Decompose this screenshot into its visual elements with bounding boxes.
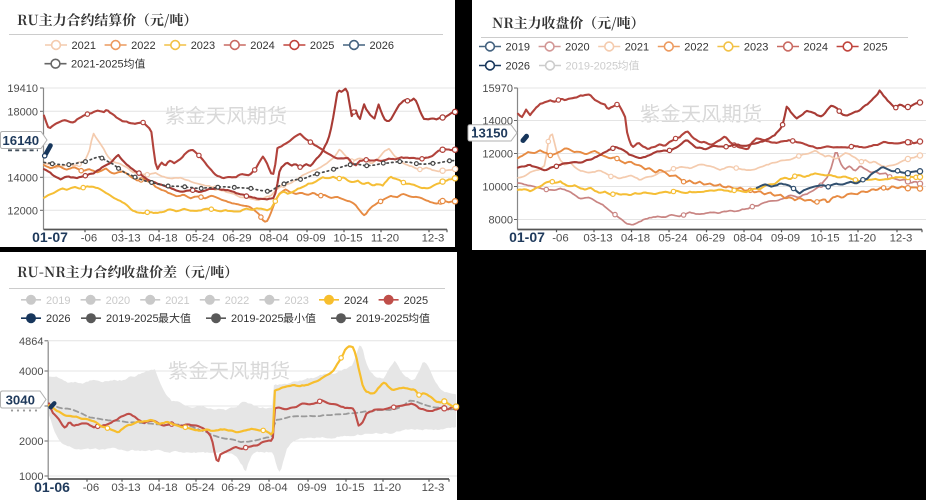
svg-text:2021-2025: 2021-2025 [71, 59, 124, 71]
svg-text:01-07: 01-07 [32, 229, 68, 245]
svg-text:2020: 2020 [106, 295, 130, 307]
svg-text:2023: 2023 [191, 40, 215, 52]
svg-text:2021: 2021 [72, 40, 96, 52]
svg-text:2000: 2000 [19, 436, 43, 448]
svg-text:2026: 2026 [370, 40, 394, 52]
svg-text:06-29: 06-29 [696, 232, 725, 244]
svg-text:13150: 13150 [471, 126, 508, 141]
svg-text:12-3: 12-3 [422, 232, 445, 244]
svg-text:03-13: 03-13 [111, 232, 140, 244]
svg-text:11-20: 11-20 [373, 482, 401, 494]
svg-text:2021: 2021 [165, 295, 189, 307]
svg-text:08-04: 08-04 [733, 232, 762, 244]
svg-text:2022: 2022 [131, 40, 155, 52]
svg-text:05-24: 05-24 [185, 482, 214, 494]
svg-text:06-29: 06-29 [222, 232, 251, 244]
svg-text:03-13: 03-13 [583, 232, 612, 244]
svg-text:8000: 8000 [489, 215, 513, 227]
svg-text:05-24: 05-24 [185, 232, 214, 244]
svg-text:2025: 2025 [310, 40, 334, 52]
svg-text:16140: 16140 [2, 133, 39, 148]
svg-text:09-09: 09-09 [296, 232, 325, 244]
svg-text:4864: 4864 [19, 336, 43, 348]
svg-text:10000: 10000 [482, 182, 513, 194]
svg-text:01-07: 01-07 [509, 229, 545, 245]
svg-text:2022: 2022 [684, 42, 708, 54]
svg-text:2023: 2023 [284, 295, 308, 307]
svg-text:2024: 2024 [250, 40, 274, 52]
svg-text:10-15: 10-15 [810, 232, 839, 244]
svg-text:2020: 2020 [565, 42, 589, 54]
svg-text:2019: 2019 [46, 295, 70, 307]
svg-text:04-18: 04-18 [621, 232, 650, 244]
svg-text:2026: 2026 [506, 61, 530, 73]
svg-text:06-29: 06-29 [221, 482, 250, 494]
svg-text:08-04: 08-04 [258, 482, 287, 494]
svg-text:2022: 2022 [225, 295, 249, 307]
svg-text:01-06: 01-06 [34, 479, 70, 495]
svg-text:-06: -06 [552, 232, 568, 244]
svg-text:11-20: 11-20 [371, 232, 399, 244]
svg-text:2025: 2025 [863, 42, 887, 54]
svg-text:04-18: 04-18 [148, 232, 177, 244]
svg-text:15970: 15970 [482, 83, 513, 95]
svg-text:-06: -06 [83, 482, 99, 494]
svg-text:09-09: 09-09 [297, 482, 326, 494]
svg-text:05-24: 05-24 [658, 232, 687, 244]
svg-text:11-20: 11-20 [848, 232, 876, 244]
svg-text:12000: 12000 [7, 205, 38, 217]
svg-text:2019-2025: 2019-2025 [106, 313, 159, 325]
svg-text:12-3: 12-3 [890, 232, 913, 244]
svg-text:2023: 2023 [744, 42, 768, 54]
svg-text:2024: 2024 [344, 295, 368, 307]
svg-text:3040: 3040 [6, 392, 35, 407]
svg-text:1000: 1000 [19, 471, 43, 483]
svg-text:14000: 14000 [7, 172, 38, 184]
svg-text:2026: 2026 [46, 313, 70, 325]
svg-text:2019-2025: 2019-2025 [566, 61, 619, 73]
svg-text:09-09: 09-09 [771, 232, 800, 244]
svg-text:18000: 18000 [7, 106, 38, 118]
svg-text:10-15: 10-15 [335, 482, 364, 494]
svg-text:2019-2025: 2019-2025 [231, 313, 284, 325]
svg-text:2019-2025: 2019-2025 [356, 313, 409, 325]
svg-text:-06: -06 [81, 232, 97, 244]
svg-text:04-18: 04-18 [148, 482, 177, 494]
svg-text:08-04: 08-04 [259, 232, 288, 244]
svg-text:03-13: 03-13 [111, 482, 140, 494]
svg-text:2019: 2019 [506, 42, 530, 54]
svg-text:19410: 19410 [7, 83, 38, 95]
svg-text:4000: 4000 [19, 366, 43, 378]
svg-text:2021: 2021 [625, 42, 649, 54]
svg-text:10-15: 10-15 [333, 232, 362, 244]
svg-text:2025: 2025 [404, 295, 428, 307]
svg-text:2024: 2024 [804, 42, 828, 54]
svg-text:12-3: 12-3 [422, 482, 445, 494]
svg-text:12000: 12000 [482, 149, 513, 161]
